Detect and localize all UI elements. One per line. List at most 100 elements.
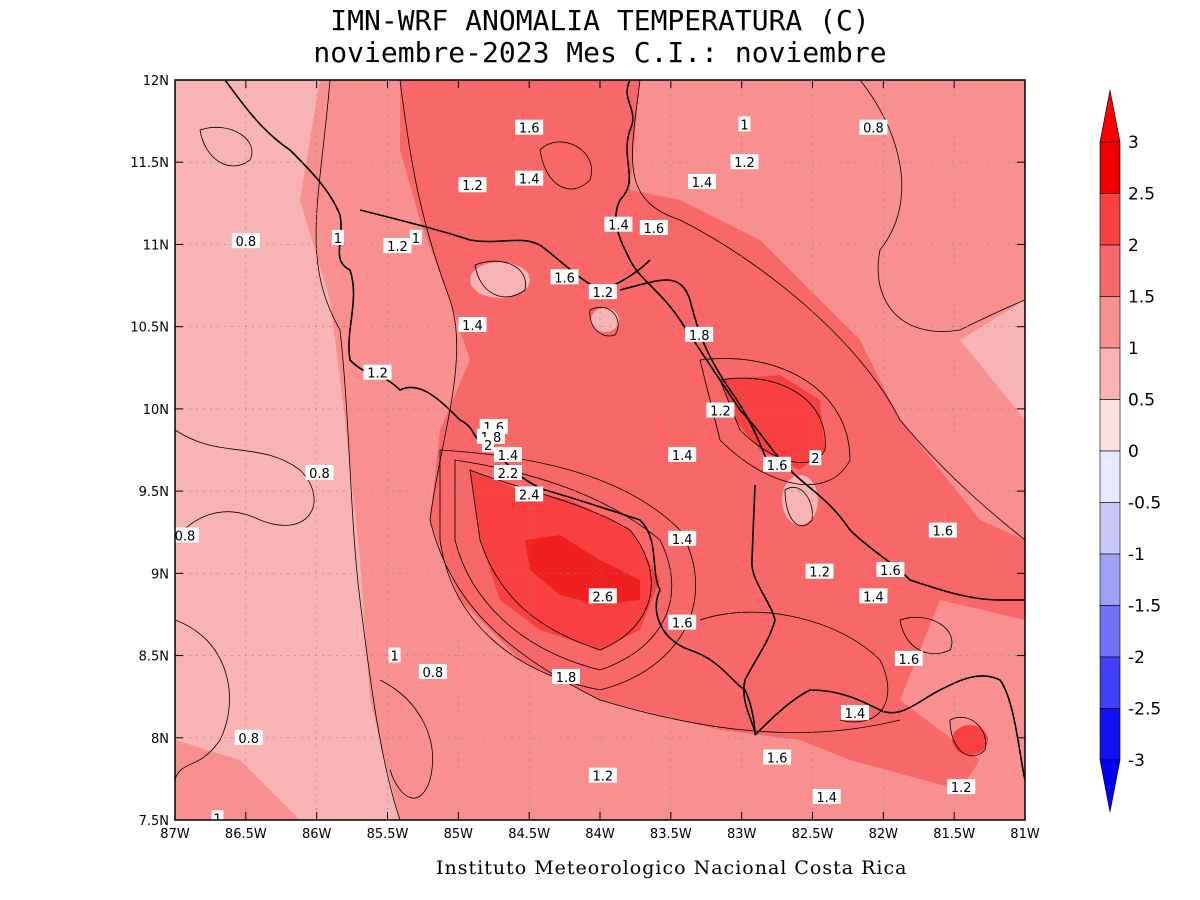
colorbar-segment [1099,399,1121,452]
contour-label: 0.8 [863,122,884,137]
colorbar-segment [1099,708,1121,761]
contour-label-bg [588,284,617,300]
contour-label-bg [363,364,392,380]
contour-label: 2 [811,452,819,467]
contour-label-bg [388,647,401,663]
lon-tick-label: 85.5W [367,827,409,842]
contour-label: 1.2 [592,286,613,301]
lat-tick-label: 8N [151,732,169,747]
contour-label: 1.4 [462,319,483,334]
contour-label-bg [515,486,544,502]
contour-label: 1.4 [816,791,837,806]
lat-tick-label: 9N [151,567,169,582]
contour-label-bg [685,326,714,342]
field-patch [591,308,619,332]
map-title: IMN-WRF ANOMALIA TEMPERATURA (C) [330,4,870,37]
contour-label: 1.4 [498,449,519,464]
contour-label: 1.2 [951,781,972,796]
contour-label: 2 [484,439,492,454]
contour-label: 1.2 [592,770,613,785]
contour-label-bg [876,562,905,578]
colorbar-segment [1099,244,1121,297]
lon-tick-label: 86W [302,827,332,842]
contour-label-bg [482,437,495,453]
contour-label: 2.6 [592,590,613,605]
lon-tick-label: 85W [444,827,474,842]
contour-label: 1.4 [672,449,693,464]
lat-tick-label: 10N [143,403,169,418]
lon-tick-label: 81.5W [933,827,975,842]
contour-label-bg [947,779,976,795]
contour-label: 0.8 [175,530,196,545]
colorbar: 3 2.5 2 1.5 1 0.5 0 -0.5 -1 -1.5 -2 -2.5 -3 [1099,89,1161,813]
colorbar-segment [1099,553,1121,606]
contour-label-bg [928,522,957,538]
lon-tick-label: 84W [585,827,615,842]
contour-label-bg [418,664,447,679]
field-patch [470,262,530,298]
contour-label-bg [409,229,422,245]
lat-tick-label: 11.5N [130,156,169,171]
contour-label-bg [234,729,263,745]
colorbar-label: 0.5 [1128,391,1155,411]
lon-tick-label: 82W [869,827,899,842]
contour-label-bg [738,116,751,132]
contour-label-bg [812,788,841,804]
footer-credit: Instituto Meteorologico Nacional Costa R… [436,857,908,879]
contour-label-bg [515,119,544,135]
contour-label: 1.6 [767,459,788,474]
field-band-2.5-3 [525,535,640,605]
colorbar-segment [1099,193,1121,246]
contour-label-bg [706,402,735,418]
contour-label: 1.8 [556,671,577,686]
colorbar-segment [1099,347,1121,400]
colorbar-label: 0 [1128,442,1139,462]
field-patch [175,740,300,820]
lat-tick-label: 9.5N [139,485,169,500]
contour-label-bg [841,705,869,721]
colorbar-label: 2 [1128,236,1139,256]
contour-label: 1.4 [845,707,866,722]
colorbar-label: -1.5 [1128,597,1161,617]
colorbar-label: -2.5 [1128,700,1161,720]
contour-label: 1.6 [672,617,693,632]
field-layer: 1.6 1.4 1.2 1 0.8 1.2 1.4 1.4 1.6 0.8 1 1.2 1 1.6 1.2 1… [175,80,1025,827]
contour-label-bg [894,650,923,666]
contour-label-bg [668,446,697,462]
colorbar-label: 1.5 [1128,288,1155,308]
contour-label: 1.2 [462,179,483,194]
colorbar-segment [1099,450,1121,503]
colorbar-label: 1 [1128,339,1139,359]
contour-label-bg [588,767,617,783]
lon-tick-label: 83.5W [650,827,692,842]
contour-label-bg [668,614,697,630]
contour-label-bg [493,465,522,481]
lon-tick-label: 84.5W [508,827,550,842]
contour-label-bg [809,450,822,466]
contour-label: 1 [412,232,420,247]
contour-label-bg [859,588,888,604]
contour-label-bg [231,233,260,249]
contour-label: 0.8 [422,666,443,681]
contour-label: 2.4 [519,488,540,503]
coastlines [224,80,1025,781]
contour-label: 1.2 [367,367,388,382]
colorbar-segment [1099,502,1121,555]
contour-label: 1.6 [554,271,575,286]
contour-label: 0.8 [235,235,256,250]
contour-label-bg [639,220,668,235]
lon-tick-label: 83W [727,827,757,842]
contour-label: 1 [334,232,342,247]
contour-label: 1.8 [689,329,710,344]
contour-label: 1.6 [767,752,788,767]
contour-label: 1 [213,812,221,827]
contour-label: 1.2 [734,156,755,171]
colorbar-label: -1 [1128,545,1145,565]
contour-label-bg [604,216,633,232]
contour-label: 1.6 [932,525,953,540]
contour-label: 1.2 [710,405,731,420]
contour-label-bg [331,229,344,245]
lon-tick-label: 81W [1010,827,1040,842]
contour-label: 0.8 [238,732,259,747]
